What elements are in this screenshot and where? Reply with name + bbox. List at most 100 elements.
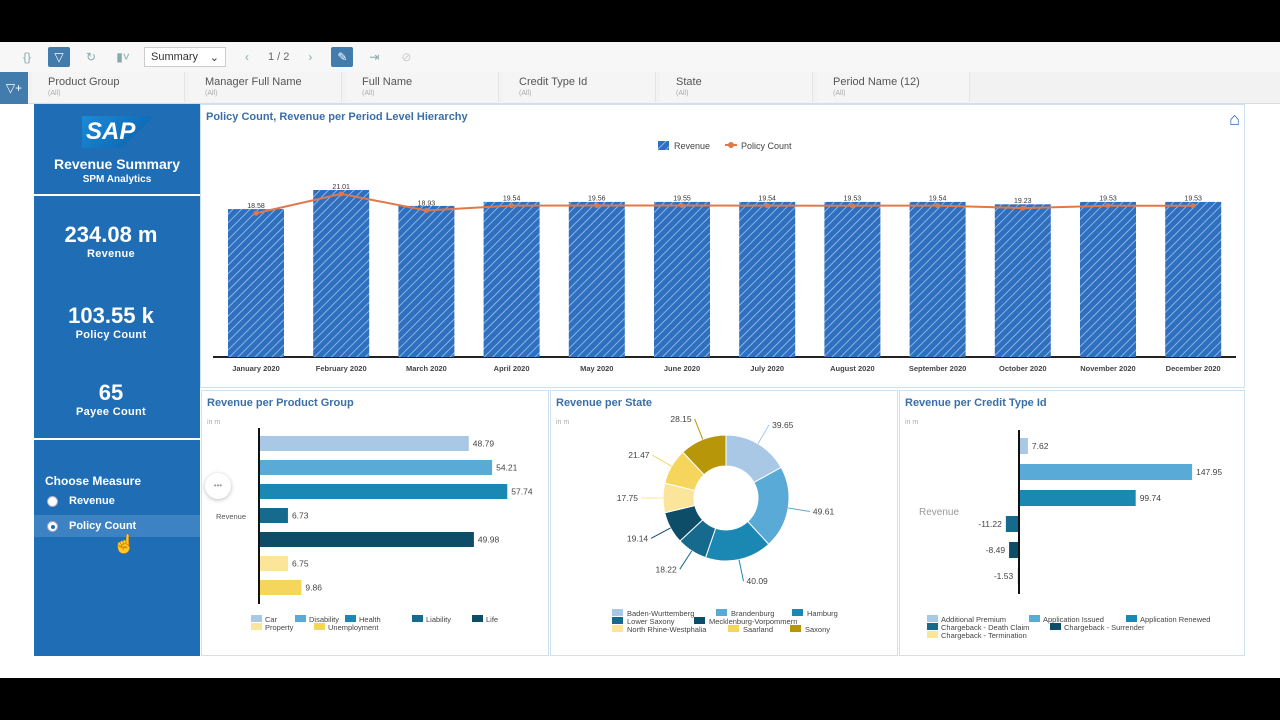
add-filter-icon[interactable]: ▽+ bbox=[0, 72, 28, 104]
data-label: 19.55 bbox=[673, 196, 691, 203]
sap-logo: SAP bbox=[82, 116, 154, 148]
bar bbox=[259, 580, 302, 595]
legend-label: Lower Saxony bbox=[627, 617, 675, 626]
data-label: 9.86 bbox=[305, 583, 322, 593]
filter-label: Period Name (12) bbox=[833, 76, 920, 88]
revenue-bar bbox=[909, 201, 966, 357]
bookmark-icon[interactable]: ▮˅ bbox=[116, 50, 130, 64]
x-tick-label: October 2020 bbox=[999, 364, 1047, 373]
legend-swatch bbox=[251, 623, 262, 630]
kpi-label: Revenue bbox=[87, 248, 135, 260]
filter-manager-full-name[interactable]: Manager Full Name (All) bbox=[189, 72, 342, 102]
kpi-label: Policy Count bbox=[75, 329, 147, 341]
kpi-revenue: 234.08 m Revenue bbox=[34, 222, 188, 260]
filter-period-name-[interactable]: Period Name (12) (All) bbox=[817, 72, 970, 102]
data-label: 49.61 bbox=[813, 506, 835, 516]
legend-label: Brandenburg bbox=[731, 609, 774, 618]
x-tick-label: April 2020 bbox=[494, 364, 530, 373]
state-chart: 39.65 49.61 40.09 18.22 19.14 17.75 21.47 28.15… bbox=[612, 414, 838, 634]
sidebar-title: Revenue Summary bbox=[53, 156, 181, 172]
data-label: 19.54 bbox=[929, 196, 947, 203]
chart-title: Policy Count, Revenue per Period Level H… bbox=[206, 111, 468, 123]
legend-label: North Rhine-Westphalia bbox=[627, 625, 707, 634]
page-nav: 1 / 2 bbox=[268, 51, 290, 63]
filter-label: State bbox=[676, 76, 702, 88]
policy-count-point bbox=[1190, 203, 1196, 209]
legend-label: Car bbox=[265, 615, 278, 624]
filter-credit-type-id[interactable]: Credit Type Id (All) bbox=[503, 72, 656, 102]
legend-swatch bbox=[790, 625, 801, 632]
data-label: 19.53 bbox=[1184, 196, 1202, 203]
radio-circle[interactable] bbox=[47, 520, 58, 532]
filter-full-name[interactable]: Full Name (All) bbox=[346, 72, 499, 102]
revenue-bar bbox=[654, 201, 710, 357]
data-label: 48.79 bbox=[473, 439, 495, 449]
filter-product-group[interactable]: Product Group (All) bbox=[32, 72, 185, 102]
leader-line bbox=[679, 550, 693, 570]
bar bbox=[259, 436, 469, 451]
data-label: 54.21 bbox=[496, 463, 518, 473]
radio-label: Revenue bbox=[69, 495, 115, 507]
bar bbox=[1009, 542, 1019, 558]
legend-label: Chargeback - Termination bbox=[941, 631, 1027, 640]
next-page-icon[interactable]: › bbox=[308, 50, 313, 64]
pin-icon[interactable]: ✎ bbox=[331, 47, 354, 67]
credit-type-chart: 7.62 147.95 99.74 -11.22 -8.49 -1.53 Additiona… bbox=[919, 430, 1222, 640]
legend-label: Health bbox=[359, 615, 381, 624]
revenue-bar bbox=[1080, 201, 1136, 357]
radio-revenue[interactable]: Revenue bbox=[34, 490, 200, 512]
policy-count-point bbox=[935, 203, 941, 209]
legend-swatch bbox=[612, 609, 623, 616]
braces-icon[interactable]: {} bbox=[22, 50, 31, 64]
revenue-bar bbox=[1165, 201, 1222, 357]
legend-label: Baden-Wurttemberg bbox=[627, 609, 694, 618]
legend-swatch bbox=[1029, 615, 1040, 622]
page-select-value: Summary bbox=[151, 51, 199, 63]
bar bbox=[259, 532, 474, 547]
legend-swatch bbox=[927, 623, 938, 630]
policy-count-point bbox=[1105, 203, 1111, 209]
filter-state[interactable]: State (All) bbox=[660, 72, 813, 102]
legend-label: Application Renewed bbox=[1140, 615, 1210, 624]
mouse-cursor-icon: ☝ bbox=[113, 534, 136, 554]
filter-bar: ▽+ Product Group (All) Manager Full Name (A… bbox=[0, 72, 1280, 104]
data-label: 19.53 bbox=[844, 196, 862, 203]
chart-title: Revenue per State bbox=[556, 397, 652, 409]
story-app: {} ▽ ↻ ▮˅ Summary ⌄ ‹ 1 / 2 › ✎ ⇥ ⊘ ▽+ Pr… bbox=[0, 42, 1280, 678]
period-chart: Revenue Policy Count January 2020 18.58 Febr… bbox=[213, 141, 1236, 373]
bar bbox=[1019, 438, 1028, 454]
legend-swatch bbox=[472, 615, 483, 622]
more-options-button[interactable]: ••• bbox=[205, 473, 231, 499]
data-label: 19.54 bbox=[503, 196, 521, 203]
legend-swatch bbox=[1126, 615, 1137, 622]
legend-label: Mecklenburg-Vorpommern bbox=[709, 617, 797, 626]
legend-swatch bbox=[314, 623, 325, 630]
filter-value: (All) bbox=[676, 90, 689, 97]
legend-swatch bbox=[927, 631, 938, 638]
x-tick-label: September 2020 bbox=[909, 364, 967, 373]
chart-title: Revenue per Credit Type Id bbox=[905, 397, 1047, 409]
radio-policy-count[interactable]: Policy Count bbox=[34, 515, 200, 537]
filter-icon[interactable]: ▽ bbox=[48, 47, 70, 67]
unit-label: in m bbox=[556, 419, 570, 426]
x-tick-label: March 2020 bbox=[406, 364, 447, 373]
home-icon[interactable]: ⌂ bbox=[1229, 109, 1240, 129]
legend-swatch bbox=[345, 615, 356, 622]
sidebar-subtitle: SPM Analytics bbox=[82, 174, 152, 185]
unit-label: in m bbox=[905, 419, 919, 426]
axis-label: Revenue bbox=[216, 512, 246, 521]
leader-line bbox=[650, 527, 671, 539]
legend-swatch bbox=[295, 615, 306, 622]
radio-circle[interactable] bbox=[47, 495, 58, 507]
kpi-value: 65 bbox=[98, 380, 124, 405]
refresh-icon[interactable]: ↻ bbox=[85, 50, 97, 64]
bar bbox=[1005, 516, 1019, 532]
unit-label: in m bbox=[207, 419, 221, 426]
page-select[interactable]: Summary ⌄ bbox=[144, 47, 226, 67]
kpi-label: Payee Count bbox=[76, 406, 146, 418]
legend-swatch bbox=[716, 609, 727, 616]
axis-label: Revenue bbox=[919, 507, 959, 518]
export-icon[interactable]: ⇥ bbox=[369, 50, 380, 64]
legend-swatch bbox=[1050, 623, 1061, 630]
prev-page-icon[interactable]: ‹ bbox=[245, 50, 249, 64]
